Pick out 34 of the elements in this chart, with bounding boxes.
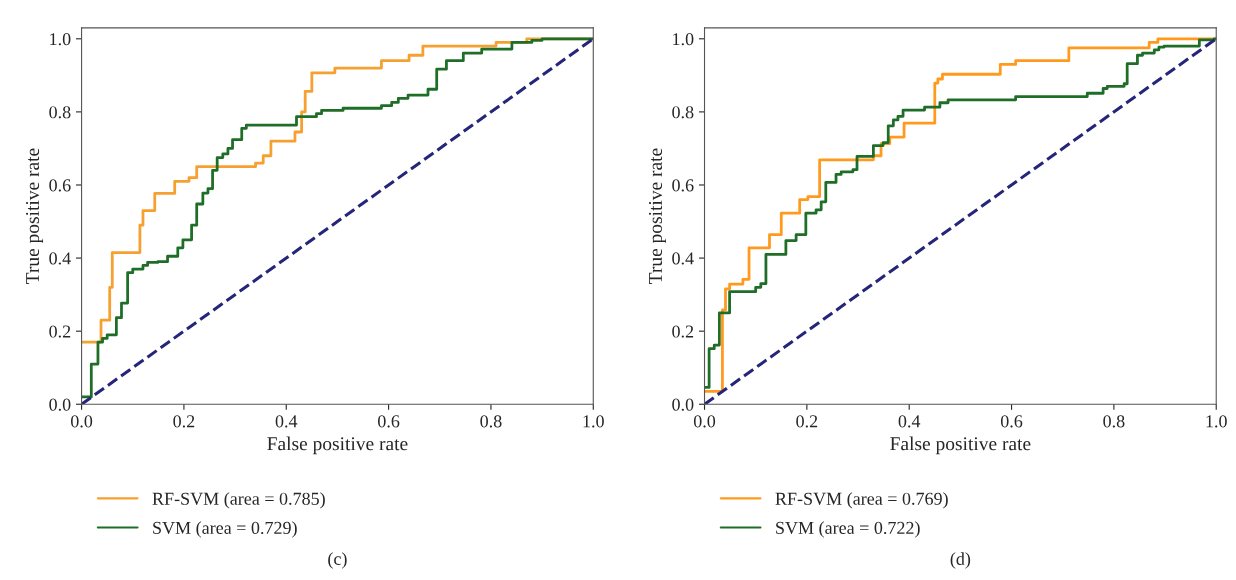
y-tick-label: 0.2 [49,325,71,338]
y-tick-label: 1.0 [673,33,694,46]
y-tick-label: 0.4 [49,252,71,265]
y-tick-label: 0.8 [49,106,71,119]
y-tick-label: 0.6 [49,179,71,192]
y-tick-label: 0.2 [672,325,694,338]
x-tick-label: 0.2 [173,415,195,428]
x-tick-label: 0.6 [1000,415,1023,428]
x-tick-label: 0.2 [796,415,818,428]
x-tick-label: 0.8 [1103,415,1125,428]
x-tick-label: 1.0 [583,415,604,428]
x-tick-label: 0.6 [378,415,400,428]
x-tick-label: 0.4 [275,415,298,428]
x-tick-label: 1.0 [1206,415,1227,428]
legend-label: RF-SVM (area = 0.785) [152,492,325,509]
y-tick-label: 0.0 [672,398,694,411]
y-tick-label: 1.0 [50,33,71,46]
legend-label: RF-SVM (area = 0.769) [775,492,948,509]
y-tick-label: 0.6 [672,179,694,192]
x-axis-title: False positive rate [267,436,408,455]
legend-label: SVM (area = 0.722) [776,521,920,538]
text: (c) [328,552,347,569]
x-tick-label: 0.4 [898,415,921,428]
x-tick-label: 0.0 [693,415,716,428]
x-tick-label: 0.8 [480,415,502,428]
x-axis-title: False positive rate [890,436,1031,455]
y-axis-title: True positive rate [26,148,44,284]
y-tick-label: 0.0 [49,398,71,411]
text: (d) [950,552,971,569]
y-tick-label: 0.4 [672,252,694,265]
y-tick-label: 0.8 [672,106,694,119]
x-tick-label: 0.0 [70,415,93,428]
legend-label: SVM (area = 0.729) [153,521,297,538]
y-axis-title: True positive rate [648,148,666,284]
